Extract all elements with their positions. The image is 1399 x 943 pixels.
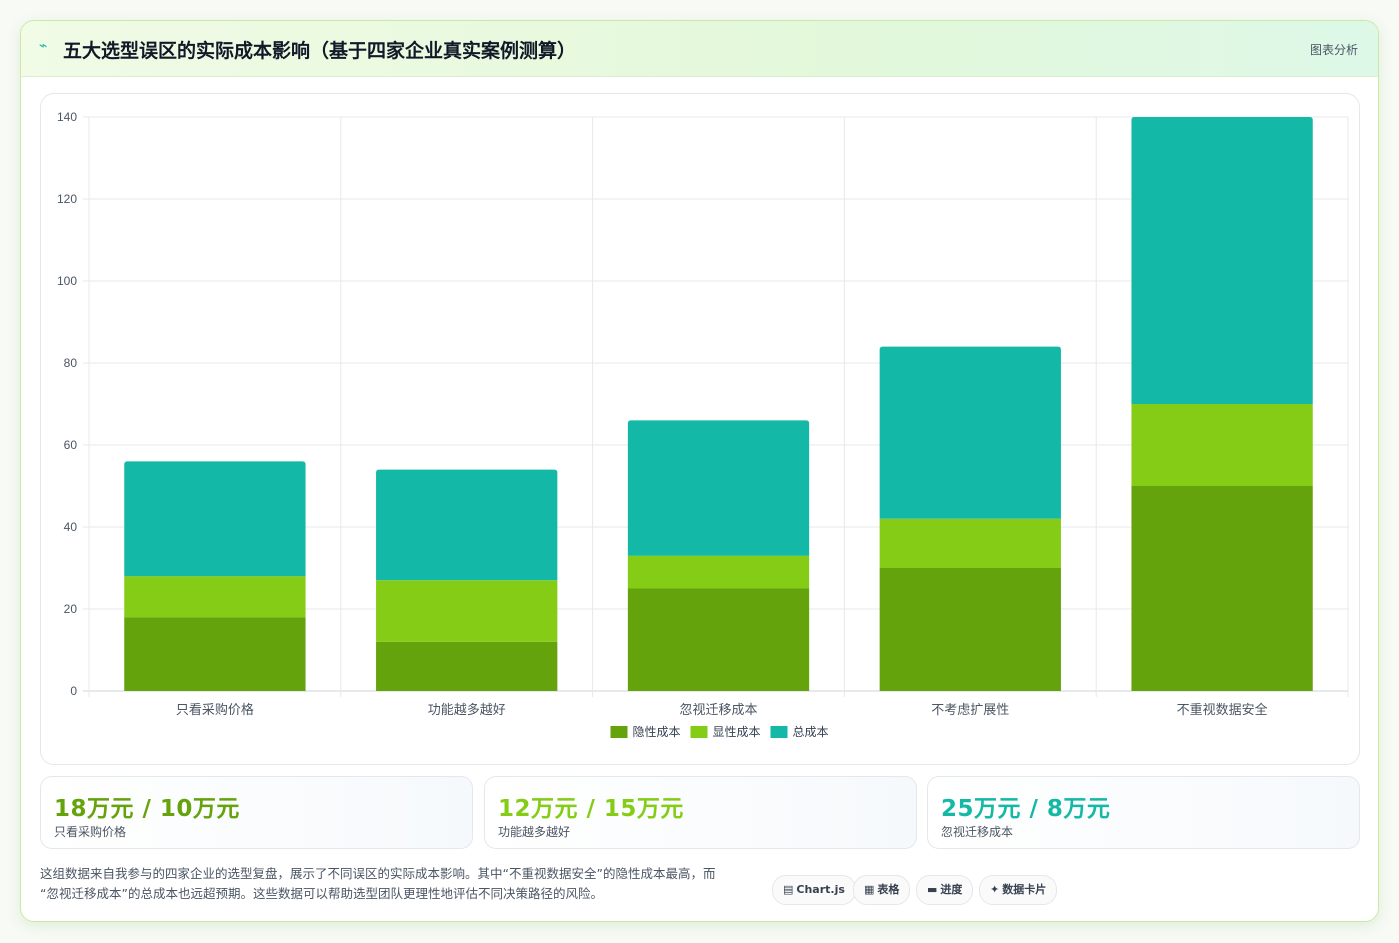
x-tick-label: 不重视数据安全: [1177, 702, 1268, 717]
button-label: 进度: [940, 883, 963, 896]
bar-segment: [124, 617, 306, 691]
progress-button[interactable]: ▬ 进度: [916, 875, 974, 905]
y-tick-label: 0: [70, 684, 77, 698]
description-line: “忽视迁移成本”的总成本也远超预期。这些数据可以帮助选型团队更理性地评估不同决策…: [40, 886, 603, 901]
x-tick-label: 只看采购价格: [176, 702, 254, 717]
bar-segment: [879, 346, 1061, 519]
legend-label: 隐性成本: [633, 725, 681, 739]
stat-value: 12万元 / 15万元: [498, 796, 684, 822]
bar-segment: [376, 641, 558, 691]
legend-swatch: [610, 726, 628, 738]
x-tick-label: 功能越多越好: [428, 702, 506, 717]
table-button[interactable]: ▦ 表格: [853, 875, 911, 905]
stat-card-3: 25万元 / 8万元 忽视迁移成本: [927, 776, 1360, 849]
sparkle-icon: ✦: [990, 883, 1000, 896]
bar-segment: [124, 576, 306, 618]
stat-label: 功能越多越好: [498, 825, 571, 839]
bar-segment: [376, 580, 558, 642]
button-label: Chart.js: [796, 883, 845, 896]
bar-segment: [1131, 486, 1313, 691]
y-tick-label: 80: [64, 356, 78, 370]
chart-icon: ▤: [783, 883, 794, 896]
bar-segment: [376, 469, 558, 581]
stat-card-2: 12万元 / 15万元 功能越多越好: [484, 776, 917, 849]
data-card-button[interactable]: ✦ 数据卡片: [979, 875, 1058, 905]
card-header: ⌁ 五大选型误区的实际成本影响（基于四家企业真实案例测算） 图表分析: [21, 21, 1378, 77]
y-tick-label: 60: [64, 438, 78, 452]
bar-segment: [124, 461, 306, 577]
y-tick-label: 120: [57, 192, 77, 206]
chart-container: 0 20 40 60 80 100 120 140 只看采购价格 功能越多越好 忽视迁移成本 不考虑扩…: [40, 93, 1360, 765]
chart-card: ⌁ 五大选型误区的实际成本影响（基于四家企业真实案例测算） 图表分析 0 20 40…: [20, 20, 1379, 922]
stat-card-1: 18万元 / 10万元 只看采购价格: [40, 776, 473, 849]
button-label: 数据卡片: [1002, 883, 1047, 896]
stacked-bar-chart: 0 20 40 60 80 100 120 140 只看采购价格 功能越多越好 忽视迁移成本 不考虑扩…: [57, 110, 1349, 739]
x-tick-label: 不考虑扩展性: [931, 702, 1009, 717]
bar-segment: [1131, 404, 1313, 486]
progress-icon: ▬: [927, 883, 938, 896]
stat-value: 18万元 / 10万元: [54, 796, 240, 822]
x-tick-label: 忽视迁移成本: [679, 702, 757, 717]
chartjs-button[interactable]: ▤ Chart.js: [772, 875, 856, 905]
legend-swatch: [770, 726, 788, 738]
description-line: 这组数据来自我参与的四家企业的选型复盘，展示了不同误区的实际成本影响。其中“不重…: [40, 866, 716, 881]
button-label: 表格: [877, 883, 900, 896]
y-tick-label: 100: [57, 274, 77, 288]
stat-label: 忽视迁移成本: [941, 825, 1014, 839]
table-icon: ▦: [864, 883, 875, 896]
legend-label: 显性成本: [713, 725, 761, 739]
bar-segment: [879, 568, 1061, 691]
bar-segment: [627, 588, 810, 691]
y-tick-label: 20: [64, 602, 78, 616]
stat-label: 只看采购价格: [54, 825, 127, 839]
legend-swatch: [690, 726, 708, 738]
y-tick-label: 140: [57, 110, 77, 124]
stat-value: 25万元 / 8万元: [941, 796, 1111, 822]
chart-description: 这组数据来自我参与的四家企业的选型复盘，展示了不同误区的实际成本影响。其中“不重…: [40, 864, 760, 904]
bar-segment: [1131, 117, 1313, 404]
bar-segment: [627, 420, 810, 556]
y-tick-label: 40: [64, 520, 78, 534]
legend-label: 总成本: [793, 725, 829, 739]
chart-pulse-icon: ⌁: [39, 38, 48, 54]
chart-analysis-tag[interactable]: 图表分析: [1309, 43, 1358, 57]
chart-title: 五大选型误区的实际成本影响（基于四家企业真实案例测算）: [63, 40, 577, 62]
bar-segment: [879, 518, 1061, 568]
bar-segment: [627, 555, 810, 589]
